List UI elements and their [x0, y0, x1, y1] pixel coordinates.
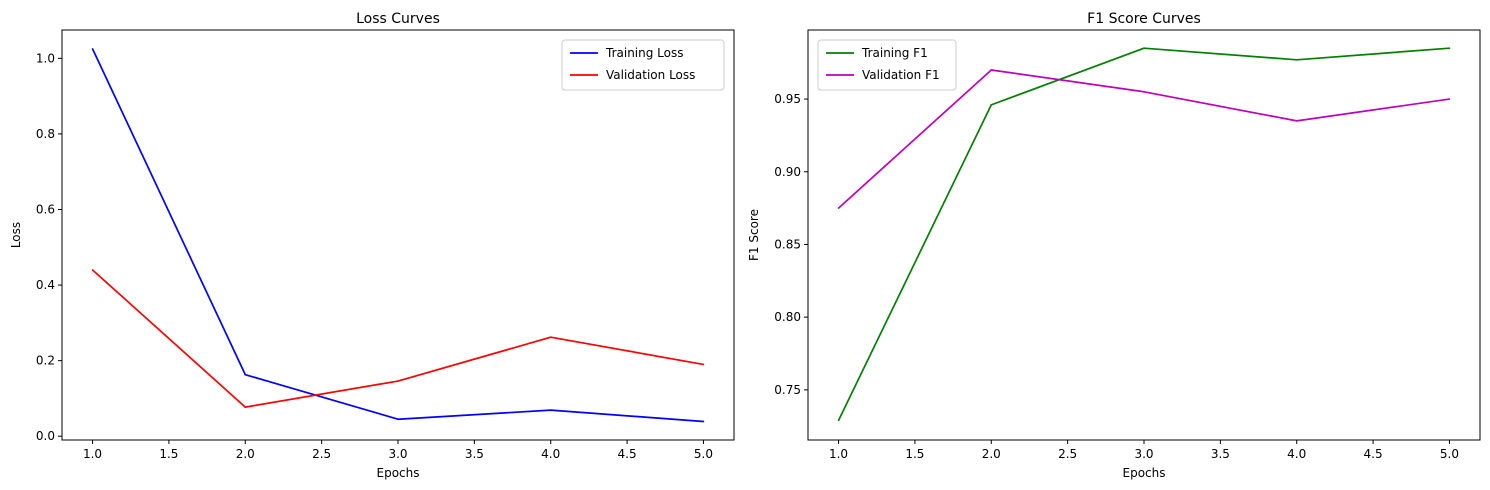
- x-tick-label: 1.5: [905, 447, 924, 461]
- x-tick-label: 3.0: [1134, 447, 1153, 461]
- series-line-2: [91, 269, 704, 408]
- series-line-2: [837, 69, 1450, 209]
- x-tick-label: 4.0: [1287, 447, 1306, 461]
- legend: Training F1 Validation F1: [817, 39, 957, 91]
- x-axis-label: Epochs: [377, 466, 420, 480]
- x-axis-label: Epochs: [1123, 466, 1166, 480]
- chart-title: Loss Curves: [356, 11, 440, 27]
- chart-panel-1: Loss Curves 1.0 1.5 2.0 2.5 3.0 3.5 4.0 4.5 5.0 0.…: [9, 11, 735, 480]
- data-point: [244, 406, 247, 408]
- data-point: [1143, 47, 1145, 49]
- y-tick-label: 0.95: [774, 92, 801, 106]
- data-point: [549, 336, 552, 339]
- legend-label: Validation F1: [862, 68, 940, 82]
- data-point: [91, 48, 94, 50]
- chart-title: F1 Score Curves: [1087, 11, 1201, 27]
- legend-label: Training F1: [861, 46, 928, 60]
- x-tick-label: 1.0: [829, 447, 848, 461]
- legend-box: [561, 39, 725, 91]
- data-point: [1295, 120, 1298, 122]
- x-tick-label: 2.0: [236, 447, 255, 461]
- y-tick-label: 0.90: [774, 165, 801, 179]
- data-point: [990, 104, 993, 106]
- x-tick-label: 1.0: [83, 447, 102, 461]
- data-point: [1448, 98, 1451, 100]
- data-point: [837, 207, 840, 209]
- x-tick-label: 1.5: [159, 447, 178, 461]
- y-tick-label: 0.85: [774, 237, 801, 251]
- x-tick-label: 5.0: [694, 447, 713, 461]
- data-point: [244, 373, 247, 376]
- x-tick-label: 4.0: [541, 447, 560, 461]
- data-point: [1295, 59, 1298, 61]
- data-point: [1448, 47, 1451, 49]
- data-point: [91, 269, 94, 271]
- chart-panel-2: F1 Score Curves 1.0 1.5 2.0 2.5 3.0 3.5 4.0 4.5 5…: [747, 11, 1481, 480]
- x-tick-label: 3.0: [388, 447, 407, 461]
- plot-frame: [61, 29, 735, 441]
- series-line-1: [91, 48, 704, 423]
- legend: Training Loss Validation Loss: [561, 39, 725, 91]
- y-tick-label: 0.8: [36, 127, 55, 141]
- y-tick-label: 1.0: [36, 51, 55, 65]
- data-point: [397, 418, 399, 421]
- data-point: [837, 419, 840, 422]
- y-tick-label: 0.2: [36, 354, 55, 368]
- legend-label: Validation Loss: [606, 68, 695, 82]
- x-tick-label: 3.5: [465, 447, 484, 461]
- series-line-1: [837, 47, 1450, 421]
- legend-label: Training Loss: [605, 46, 683, 60]
- data-point: [702, 420, 705, 423]
- x-tick-label: 4.5: [1364, 447, 1383, 461]
- data-point: [1143, 90, 1145, 93]
- data-point: [549, 409, 552, 411]
- x-tick-label: 4.5: [618, 447, 637, 461]
- x-tick-label: 2.5: [312, 447, 331, 461]
- y-tick-label: 0.75: [774, 383, 801, 397]
- data-point: [397, 380, 399, 382]
- x-tick-label: 3.5: [1211, 447, 1230, 461]
- x-tick-label: 5.0: [1440, 447, 1459, 461]
- y-tick-label: 0.6: [36, 202, 55, 216]
- data-point: [702, 363, 705, 366]
- y-tick-label: 0.4: [36, 278, 55, 292]
- y-tick-label: 0.80: [774, 310, 801, 324]
- data-point: [990, 69, 993, 71]
- y-axis-label: Loss: [9, 222, 23, 248]
- x-tick-label: 2.5: [1058, 447, 1077, 461]
- y-axis-label: F1 Score: [747, 209, 761, 261]
- y-tick-label: 0.0: [36, 429, 55, 443]
- x-tick-label: 2.0: [982, 447, 1001, 461]
